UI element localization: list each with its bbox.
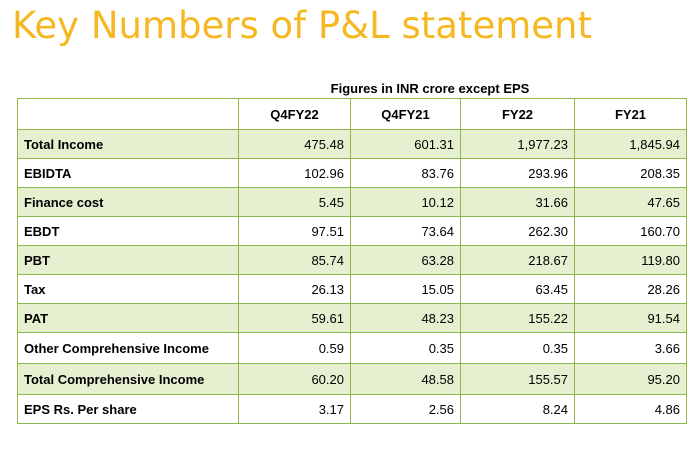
table-row: EBIDTA 102.96 83.76 293.96 208.35 bbox=[17, 158, 687, 188]
cell-value: 63.28 bbox=[350, 245, 461, 275]
column-header-fy21: FY21 bbox=[574, 98, 687, 130]
row-label: PBT bbox=[17, 245, 239, 275]
cell-value: 3.66 bbox=[574, 332, 687, 364]
pl-table: Q4FY22 Q4FY21 FY22 FY21 Total Income 475… bbox=[17, 98, 687, 424]
cell-value: 28.26 bbox=[574, 274, 687, 304]
row-label: Total Income bbox=[17, 129, 239, 159]
cell-value: 15.05 bbox=[350, 274, 461, 304]
cell-value: 31.66 bbox=[460, 187, 575, 217]
table-row: PBT 85.74 63.28 218.67 119.80 bbox=[17, 245, 687, 275]
cell-value: 1,845.94 bbox=[574, 129, 687, 159]
table-row: Other Comprehensive Income 0.59 0.35 0.3… bbox=[17, 332, 687, 364]
cell-value: 1,977.23 bbox=[460, 129, 575, 159]
row-label: Tax bbox=[17, 274, 239, 304]
row-label: Total Comprehensive Income bbox=[17, 363, 239, 395]
row-label: EBDT bbox=[17, 216, 239, 246]
page-title: Key Numbers of P&L statement bbox=[12, 4, 592, 47]
table-caption: Figures in INR crore except EPS bbox=[330, 81, 530, 96]
column-header-fy22: FY22 bbox=[460, 98, 575, 130]
row-label: Other Comprehensive Income bbox=[17, 332, 239, 364]
row-label: EBIDTA bbox=[17, 158, 239, 188]
column-header-q4fy22: Q4FY22 bbox=[238, 98, 351, 130]
table-row: Finance cost 5.45 10.12 31.66 47.65 bbox=[17, 187, 687, 217]
cell-value: 83.76 bbox=[350, 158, 461, 188]
cell-value: 218.67 bbox=[460, 245, 575, 275]
cell-value: 262.30 bbox=[460, 216, 575, 246]
table-row: PAT 59.61 48.23 155.22 91.54 bbox=[17, 303, 687, 333]
row-label: PAT bbox=[17, 303, 239, 333]
cell-value: 59.61 bbox=[238, 303, 351, 333]
cell-value: 95.20 bbox=[574, 363, 687, 395]
cell-value: 208.35 bbox=[574, 158, 687, 188]
cell-value: 293.96 bbox=[460, 158, 575, 188]
cell-value: 73.64 bbox=[350, 216, 461, 246]
table-row: Total Income 475.48 601.31 1,977.23 1,84… bbox=[17, 129, 687, 159]
header-row: Q4FY22 Q4FY21 FY22 FY21 bbox=[17, 98, 687, 130]
cell-value: 3.17 bbox=[238, 394, 351, 424]
column-header-label bbox=[17, 98, 239, 130]
table-row: Total Comprehensive Income 60.20 48.58 1… bbox=[17, 363, 687, 395]
cell-value: 601.31 bbox=[350, 129, 461, 159]
row-label: Finance cost bbox=[17, 187, 239, 217]
cell-value: 475.48 bbox=[238, 129, 351, 159]
cell-value: 155.22 bbox=[460, 303, 575, 333]
cell-value: 0.35 bbox=[460, 332, 575, 364]
table-row: Tax 26.13 15.05 63.45 28.26 bbox=[17, 274, 687, 304]
cell-value: 26.13 bbox=[238, 274, 351, 304]
cell-value: 47.65 bbox=[574, 187, 687, 217]
cell-value: 60.20 bbox=[238, 363, 351, 395]
table-row: EPS Rs. Per share 3.17 2.56 8.24 4.86 bbox=[17, 394, 687, 424]
cell-value: 10.12 bbox=[350, 187, 461, 217]
cell-value: 155.57 bbox=[460, 363, 575, 395]
cell-value: 119.80 bbox=[574, 245, 687, 275]
cell-value: 48.58 bbox=[350, 363, 461, 395]
cell-value: 5.45 bbox=[238, 187, 351, 217]
cell-value: 97.51 bbox=[238, 216, 351, 246]
column-header-q4fy21: Q4FY21 bbox=[350, 98, 461, 130]
cell-value: 0.35 bbox=[350, 332, 461, 364]
row-label: EPS Rs. Per share bbox=[17, 394, 239, 424]
cell-value: 8.24 bbox=[460, 394, 575, 424]
table-row: EBDT 97.51 73.64 262.30 160.70 bbox=[17, 216, 687, 246]
cell-value: 160.70 bbox=[574, 216, 687, 246]
cell-value: 102.96 bbox=[238, 158, 351, 188]
cell-value: 63.45 bbox=[460, 274, 575, 304]
cell-value: 4.86 bbox=[574, 394, 687, 424]
cell-value: 48.23 bbox=[350, 303, 461, 333]
cell-value: 85.74 bbox=[238, 245, 351, 275]
cell-value: 0.59 bbox=[238, 332, 351, 364]
cell-value: 91.54 bbox=[574, 303, 687, 333]
cell-value: 2.56 bbox=[350, 394, 461, 424]
